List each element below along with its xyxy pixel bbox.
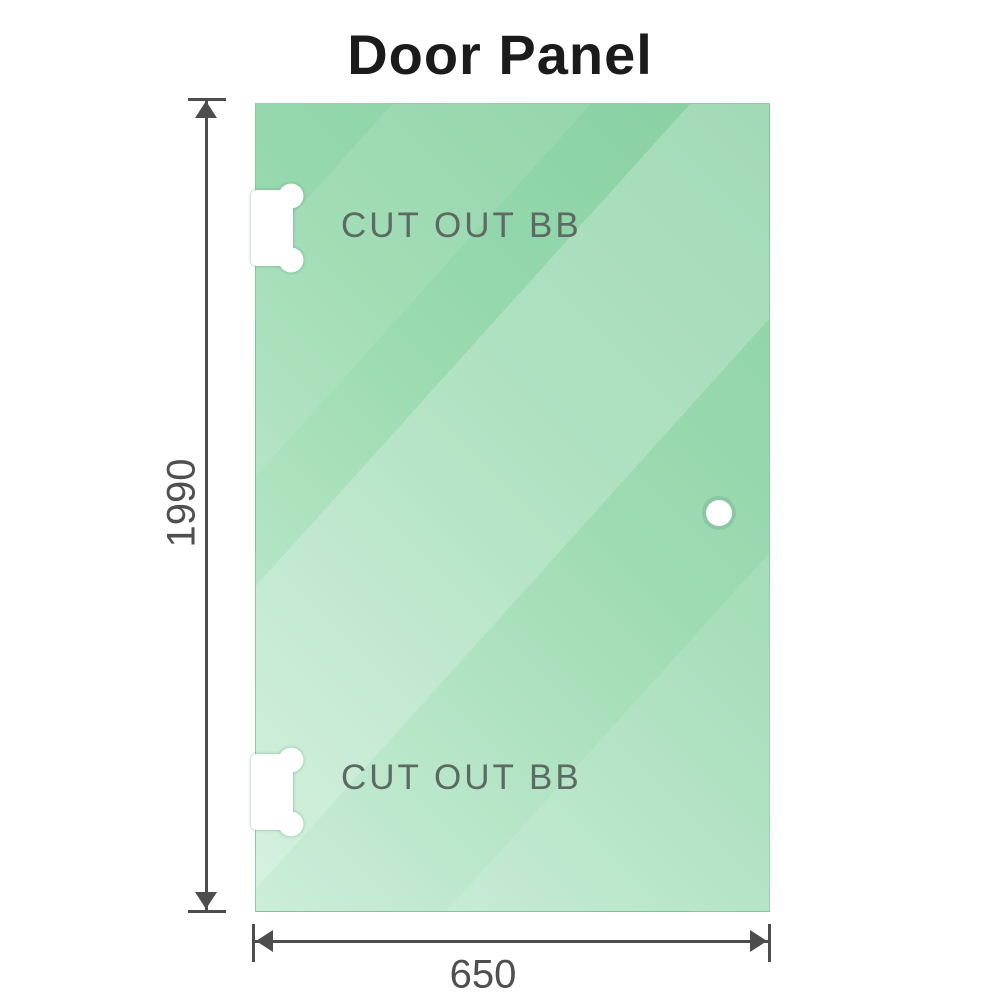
- width-dimension-line: [254, 940, 770, 943]
- width-dimension-label: 650: [449, 952, 517, 997]
- arrow-down-icon: [195, 892, 217, 909]
- hinge-cutout-top-icon: [251, 180, 307, 276]
- width-extension-line-left: [252, 924, 255, 962]
- hinge-cutout-shape: [251, 183, 304, 273]
- hinge-cutout-bottom-icon: [251, 744, 307, 840]
- hinge-cutout-shape: [251, 747, 304, 837]
- page-title: Door Panel: [347, 23, 653, 86]
- width-extension-line-right: [768, 924, 771, 962]
- glass-panel: [255, 103, 770, 912]
- handle-hole-icon: [706, 500, 732, 526]
- arrow-right-icon: [750, 930, 767, 952]
- height-dimension-line: [205, 100, 208, 912]
- arrow-left-icon: [256, 930, 273, 952]
- arrow-up-icon: [195, 101, 217, 118]
- cutout-label-top: CUT OUT BB: [341, 206, 582, 245]
- cutout-label-bottom: CUT OUT BB: [341, 758, 582, 797]
- height-extension-line-top: [188, 98, 226, 101]
- height-dimension-label: 1990: [159, 458, 204, 548]
